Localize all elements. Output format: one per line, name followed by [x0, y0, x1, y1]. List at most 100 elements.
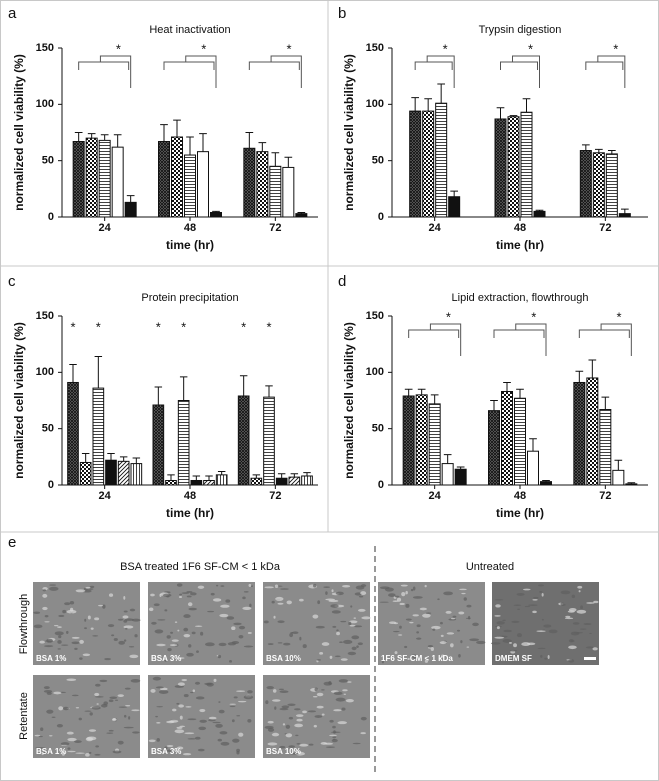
bar — [488, 410, 500, 486]
cell — [132, 731, 140, 734]
cell — [509, 649, 518, 652]
significance-bracket — [78, 55, 132, 88]
cell — [282, 723, 286, 726]
cell — [183, 627, 189, 632]
error-bar — [509, 115, 518, 117]
cell — [416, 637, 422, 640]
cell — [342, 689, 348, 692]
bar — [579, 150, 592, 218]
cell — [572, 622, 580, 625]
error-bar — [167, 474, 175, 481]
cell — [274, 706, 277, 710]
x-tick-label: 48 — [184, 222, 196, 234]
y-tick-label: 50 — [42, 155, 54, 167]
cell — [43, 686, 50, 690]
cell — [285, 724, 291, 729]
cell — [187, 738, 196, 740]
cell — [243, 695, 254, 700]
cell — [541, 618, 544, 621]
cell — [456, 629, 461, 632]
cell — [57, 640, 62, 644]
cell — [217, 654, 222, 659]
cell — [361, 616, 371, 620]
cell — [358, 595, 364, 598]
bar — [441, 463, 454, 486]
bar — [288, 476, 301, 486]
cell — [170, 631, 174, 634]
bar — [158, 141, 170, 218]
cell — [463, 597, 467, 601]
cell — [179, 725, 186, 728]
cell — [61, 751, 66, 756]
cell — [416, 624, 421, 628]
error-bar — [614, 459, 623, 471]
cell — [188, 644, 192, 648]
cell — [335, 591, 344, 596]
bar — [422, 110, 435, 218]
bar — [540, 481, 552, 486]
group-heading: Untreated — [466, 561, 514, 573]
bar — [612, 469, 625, 486]
cell — [347, 651, 357, 656]
cell — [308, 743, 314, 746]
cell — [67, 737, 77, 742]
significance-star: * — [241, 319, 246, 334]
bar — [92, 387, 105, 486]
row-label: Flowthrough — [18, 594, 30, 655]
cell — [360, 591, 367, 596]
cell — [184, 732, 195, 735]
cell — [288, 745, 295, 748]
error-bar — [581, 144, 590, 151]
cell — [333, 709, 342, 712]
cell — [129, 608, 136, 612]
cell — [242, 606, 252, 610]
cell — [412, 586, 416, 591]
cell — [399, 602, 405, 605]
cell — [439, 621, 443, 625]
cell — [446, 632, 455, 635]
cell — [169, 644, 178, 646]
cell — [41, 753, 44, 756]
cell — [238, 732, 244, 737]
cell — [84, 618, 87, 622]
panel-label: b — [338, 5, 346, 22]
y-tick-label: 100 — [366, 98, 384, 110]
chart-title: Heat inactivation — [149, 24, 230, 36]
bar — [409, 110, 422, 218]
error-bar — [529, 438, 537, 452]
cell — [302, 644, 307, 649]
bar — [301, 475, 313, 486]
error-bar — [542, 479, 550, 482]
cell — [349, 624, 356, 627]
cell — [182, 753, 192, 756]
error-bar — [217, 470, 226, 475]
image-label: BSA 10% — [266, 747, 301, 756]
cell — [43, 690, 53, 693]
cell — [63, 706, 69, 711]
cell — [360, 732, 366, 735]
cell — [57, 626, 62, 628]
cell — [67, 750, 76, 753]
x-axis-label: time (hr) — [166, 238, 214, 252]
cell — [85, 753, 90, 757]
cell — [40, 727, 44, 732]
bar — [171, 136, 183, 218]
cell — [422, 613, 431, 618]
error-bar — [522, 98, 531, 113]
cell — [58, 706, 64, 711]
cell — [79, 639, 84, 644]
cell — [42, 593, 48, 598]
cell — [75, 589, 86, 593]
cell — [148, 607, 154, 612]
cell — [156, 643, 166, 647]
cell — [233, 696, 238, 699]
cell — [295, 714, 304, 718]
cell — [54, 631, 64, 636]
cell — [186, 652, 194, 657]
cell — [410, 588, 414, 592]
cell — [94, 617, 100, 621]
significance-star: * — [181, 319, 186, 334]
cell — [570, 631, 580, 636]
cell — [281, 705, 290, 709]
error-bar — [205, 475, 213, 481]
